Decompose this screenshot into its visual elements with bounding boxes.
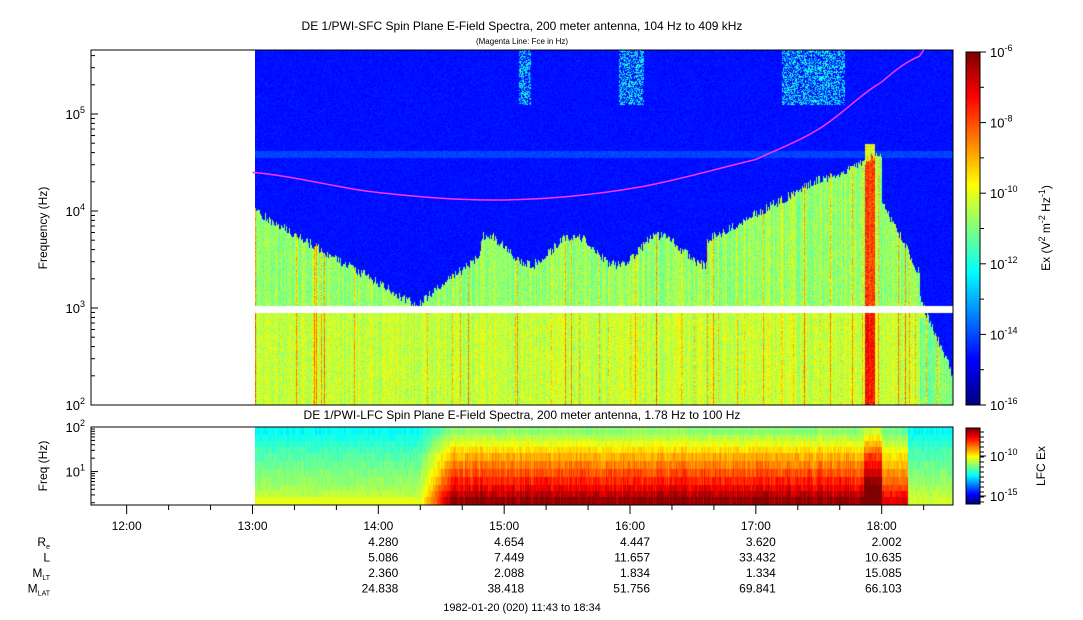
ephemeris-value: 4.447 bbox=[620, 535, 650, 549]
ephemeris-value: 10.635 bbox=[865, 551, 902, 565]
ephemeris-label: MLAT bbox=[28, 582, 51, 598]
colorbar-tick-label: 10-10 bbox=[990, 447, 1017, 464]
sfc-spectrogram bbox=[255, 50, 953, 405]
colorbar-tick-label: 10-16 bbox=[990, 396, 1017, 413]
ephemeris-value: 4.280 bbox=[368, 535, 398, 549]
ephemeris-value: 24.838 bbox=[362, 582, 399, 596]
sfc-colorbar bbox=[966, 52, 980, 405]
sfc-colorbar-label: Ex (V2 m-2 Hz-1) bbox=[1037, 185, 1053, 271]
x-tick-label: 16:00 bbox=[615, 519, 645, 533]
y-tick-label: 101 bbox=[66, 463, 85, 480]
colorbar-tick-label: 10-12 bbox=[990, 255, 1017, 272]
fce-line bbox=[252, 49, 925, 201]
lfc-plot-frame bbox=[90, 426, 954, 506]
ephemeris-value: 66.103 bbox=[865, 582, 902, 596]
colorbar-tick-label: 10-10 bbox=[990, 184, 1017, 201]
x-tick-label: 15:00 bbox=[489, 519, 519, 533]
x-tick-label: 18:00 bbox=[867, 519, 897, 533]
y-tick-label: 102 bbox=[66, 418, 85, 435]
ephemeris-value: 38.418 bbox=[487, 582, 524, 596]
sfc-subtitle: (Magenta Line: Fce in Hz) bbox=[476, 37, 568, 46]
colorbar-tick-label: 10-6 bbox=[990, 43, 1012, 60]
sfc-ylabel: Frequency (Hz) bbox=[36, 187, 50, 270]
y-tick-label: 105 bbox=[66, 105, 85, 122]
x-tick-label: 12:00 bbox=[112, 519, 142, 533]
ephemeris-value: 2.088 bbox=[494, 566, 524, 580]
colorbar-tick-label: 10-8 bbox=[990, 114, 1012, 131]
ephemeris-value: 2.360 bbox=[368, 566, 398, 580]
y-tick-label: 103 bbox=[66, 299, 85, 316]
ephemeris-value: 11.657 bbox=[614, 551, 650, 565]
time-range-label: 1982-01-20 (020) 11:43 to 18:34 bbox=[443, 602, 601, 614]
lfc-spectrogram bbox=[255, 427, 953, 505]
lfc-colorbar-label: LFC Ex bbox=[1034, 446, 1048, 486]
y-tick-label: 104 bbox=[66, 202, 85, 219]
sfc-title: DE 1/PWI-SFC Spin Plane E-Field Spectra,… bbox=[302, 19, 743, 33]
ephemeris-value: 7.449 bbox=[494, 551, 524, 565]
sfc-colorbar-frame bbox=[965, 51, 981, 406]
ephemeris-value: 2.002 bbox=[872, 535, 902, 549]
colorbar-tick-label: 10-15 bbox=[990, 487, 1017, 504]
x-tick-label: 13:00 bbox=[237, 519, 267, 533]
lfc-ylabel: Freq (Hz) bbox=[36, 441, 50, 492]
ephemeris-label: Re bbox=[37, 535, 50, 551]
ephemeris-label: MLT bbox=[32, 566, 50, 582]
ephemeris-value: 4.654 bbox=[494, 535, 524, 549]
x-tick-label: 14:00 bbox=[363, 519, 393, 533]
sfc-plot-frame bbox=[90, 49, 954, 406]
ephemeris-value: 33.432 bbox=[739, 551, 776, 565]
ephemeris-label: L bbox=[43, 551, 50, 565]
ephemeris-value: 3.620 bbox=[746, 535, 776, 549]
lfc-colorbar bbox=[966, 428, 980, 504]
y-tick-label: 102 bbox=[66, 396, 85, 413]
ephemeris-value: 15.085 bbox=[865, 566, 902, 580]
lfc-title: DE 1/PWI-LFC Spin Plane E-Field Spectra,… bbox=[304, 408, 741, 422]
lfc-colorbar-frame bbox=[965, 427, 981, 505]
colorbar-tick-label: 10-14 bbox=[990, 325, 1017, 342]
x-tick-label: 17:00 bbox=[741, 519, 771, 533]
ephemeris-value: 5.086 bbox=[368, 551, 398, 565]
ephemeris-value: 1.834 bbox=[620, 566, 650, 580]
ephemeris-value: 51.756 bbox=[613, 582, 650, 596]
ephemeris-value: 1.334 bbox=[746, 566, 776, 580]
ephemeris-value: 69.841 bbox=[739, 582, 776, 596]
